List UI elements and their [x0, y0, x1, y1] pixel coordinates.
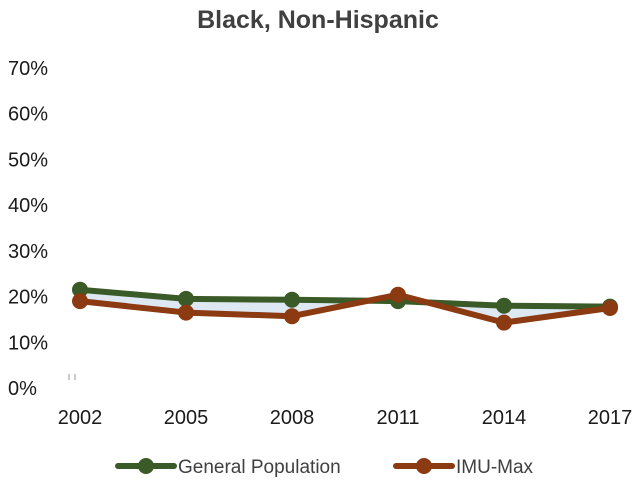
y-tick-label: 70% [8, 58, 48, 80]
data-point [72, 293, 88, 310]
y-tick-label: 10% [8, 332, 48, 354]
data-point [284, 291, 300, 308]
y-tick-label: 50% [8, 149, 48, 171]
data-point [284, 308, 300, 325]
y-tick-label: 20% [8, 287, 48, 309]
data-point [178, 304, 194, 321]
x-tick-label: 2008 [270, 407, 315, 429]
y-tick-label: 40% [8, 195, 48, 217]
legend-label: General Population [178, 457, 341, 478]
legend-swatch-marker [138, 458, 154, 474]
x-tick-label: 2017 [588, 407, 633, 429]
series-layer [72, 281, 618, 331]
data-point [602, 300, 618, 316]
x-tick-label: 2005 [164, 407, 209, 429]
x-tick-label: 2014 [482, 407, 527, 429]
chart-title: Black, Non-Hispanic [197, 6, 439, 34]
data-point [72, 281, 88, 298]
x-tick-label: 2002 [58, 407, 103, 429]
data-point [496, 297, 512, 314]
legend-label: IMU-Max [456, 457, 534, 478]
series-line [77, 286, 613, 310]
series-0 [72, 281, 618, 315]
legend: General Population IMU-Max [115, 457, 534, 478]
axes: 0% 10% 20% 30% 40% 50% 60% 70% 2002 2005 2008 2011 2… [8, 58, 632, 429]
data-point [496, 314, 512, 331]
data-point [390, 286, 406, 303]
data-point [178, 290, 194, 307]
series-line [77, 291, 613, 326]
legend-item: General Population [115, 457, 341, 478]
y-tick-label: 60% [8, 104, 48, 126]
y-tick-label: 0% [8, 378, 37, 400]
legend-swatch-marker [416, 458, 432, 474]
series-1 [72, 286, 618, 331]
y-tick-label: 30% [8, 241, 48, 263]
x-tick-label: 2011 [376, 407, 419, 429]
legend-item: IMU-Max [393, 457, 534, 478]
